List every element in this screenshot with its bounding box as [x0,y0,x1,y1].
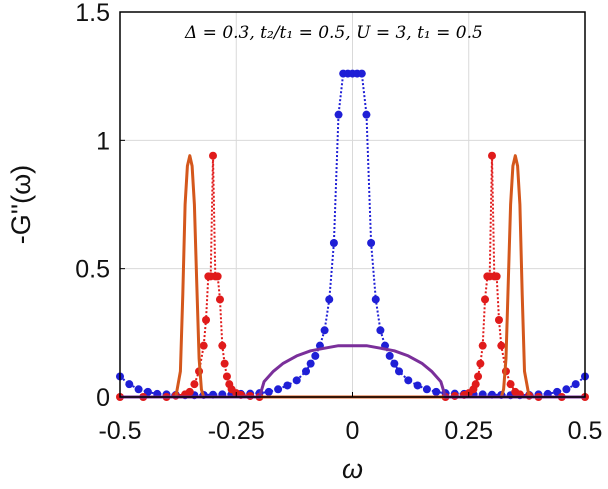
series-line-purple [120,344,585,399]
parameter-annotation: Δ = 0.3, t₂/t₁ = 0.5, U = 3, t₁ = 0.5 [184,23,483,43]
data-point-blue [385,351,394,360]
data-point-blue [264,387,273,396]
y-tick-label: 1.5 [75,0,110,27]
data-point-blue [134,385,143,394]
y-tick-label: 0.5 [75,256,110,284]
tick-labels: -0.5 -0.25 0 0.25 0.5 0 0.5 1 1.5 [75,0,602,445]
data-point-red [476,359,485,368]
data-point-blue [376,326,385,335]
data-point-blue [143,387,152,396]
x-tick-label: -0.5 [98,417,141,445]
x-tick-label: 0.25 [444,417,493,445]
x-axis-label: ω [342,454,363,484]
data-point-blue [562,385,571,394]
data-point-red [202,316,211,324]
data-point-red [199,341,208,350]
data-point-red [481,295,490,304]
data-point-blue [422,385,431,394]
data-point-red [471,380,480,389]
x-tick-label: -0.25 [208,417,265,445]
data-point-red [190,380,199,389]
x-tick-label: 0.5 [568,417,603,445]
data-point-blue [553,387,562,396]
data-point-blue [367,239,376,247]
data-point-blue [404,376,413,385]
data-point-blue [292,376,301,385]
data-point-red [488,151,496,160]
data-point-red [506,380,515,389]
data-point-red [209,151,217,160]
data-point-blue [371,295,380,304]
data-point-blue [311,351,320,360]
data-point-red [492,272,501,281]
data-point-red [213,272,222,281]
y-axis-label: -G''(ω) [6,165,36,244]
data-point-blue [125,380,134,389]
data-point-red [185,387,194,396]
data-point-blue [334,110,343,119]
x-tick-label: 0 [346,417,360,445]
data-point-blue [395,367,403,376]
data-point-red [478,341,487,350]
data-point-blue [357,69,366,78]
data-point-blue [302,367,310,376]
y-tick-label: 1 [96,127,110,155]
data-point-red [222,372,231,381]
data-point-blue [362,110,371,119]
data-point-red [474,372,483,381]
data-point-blue [390,359,399,368]
data-point-blue [329,239,338,247]
data-point-red [218,341,227,350]
data-point-blue [283,381,292,390]
data-point-blue [306,359,315,368]
data-point-red [497,341,506,350]
data-point-blue [274,385,283,394]
data-point-red [220,359,229,368]
data-point-red [215,295,224,304]
data-point-blue [320,326,329,335]
y-tick-label: 0 [96,384,110,412]
data-point-blue [571,380,580,389]
data-point-blue [432,387,441,396]
data-point-blue [325,295,334,304]
data-point-red [494,316,503,324]
data-point-blue [413,381,422,390]
